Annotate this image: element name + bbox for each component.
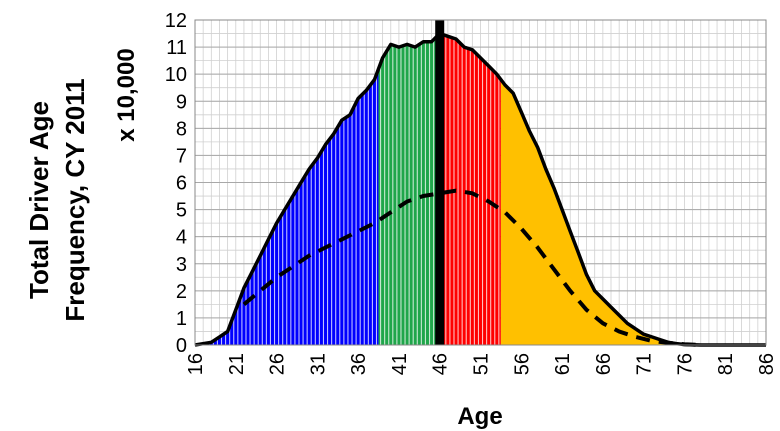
x-tick-label: 81 xyxy=(715,353,737,375)
y-tick-label: 11 xyxy=(166,37,187,59)
x-tick-label: 46 xyxy=(430,353,452,375)
y-tick-label: 2 xyxy=(176,281,187,303)
y-tick-label: 3 xyxy=(176,254,187,276)
x-tick-label: 36 xyxy=(348,353,370,375)
y-tick-label: 5 xyxy=(176,200,187,222)
x-tick-label: 76 xyxy=(674,353,696,375)
x-tick-label: 16 xyxy=(185,353,207,375)
x-tick-label: 66 xyxy=(593,353,615,375)
x-tick-labels: 16 21 26 31 36 41 46 51 56 61 66 71 76 81 86 xyxy=(185,353,778,375)
x-tick-label: 51 xyxy=(471,353,493,375)
y-axis-title-line2: Frequency, CY 2011 xyxy=(60,78,90,321)
x-tick-label: 21 xyxy=(226,353,248,375)
x-tick-label: 26 xyxy=(267,353,289,375)
y-tick-label: 7 xyxy=(176,145,187,167)
area-fills xyxy=(195,33,766,345)
y-tick-label: 4 xyxy=(176,227,187,249)
plot-frame xyxy=(194,19,767,346)
x-tick-label: 31 xyxy=(307,353,329,375)
x-tick-label: 41 xyxy=(389,353,411,375)
y-tick-label: 1 xyxy=(176,308,187,330)
x-tick-label: 71 xyxy=(634,353,656,375)
series-total-line xyxy=(194,31,766,347)
area-band xyxy=(500,79,766,345)
y-tick-label: 9 xyxy=(176,91,187,113)
x-tick-label: 61 xyxy=(552,353,574,375)
y-tick-label: 6 xyxy=(176,173,187,195)
y-tick-label: 8 xyxy=(176,118,187,140)
x-axis-title: Age xyxy=(457,403,502,430)
y-tick-label: 10 xyxy=(165,64,187,86)
y-axis-title-line1: Total Driver Age xyxy=(24,101,54,299)
x-tick-label: 86 xyxy=(756,353,778,375)
y-tick-label: 0 xyxy=(176,335,187,357)
series-dashed-line xyxy=(242,188,701,347)
y-tick-label: 12 xyxy=(165,10,187,32)
x-tick-label: 56 xyxy=(511,353,533,375)
y-axis-unit: x 10,000 xyxy=(113,48,140,141)
